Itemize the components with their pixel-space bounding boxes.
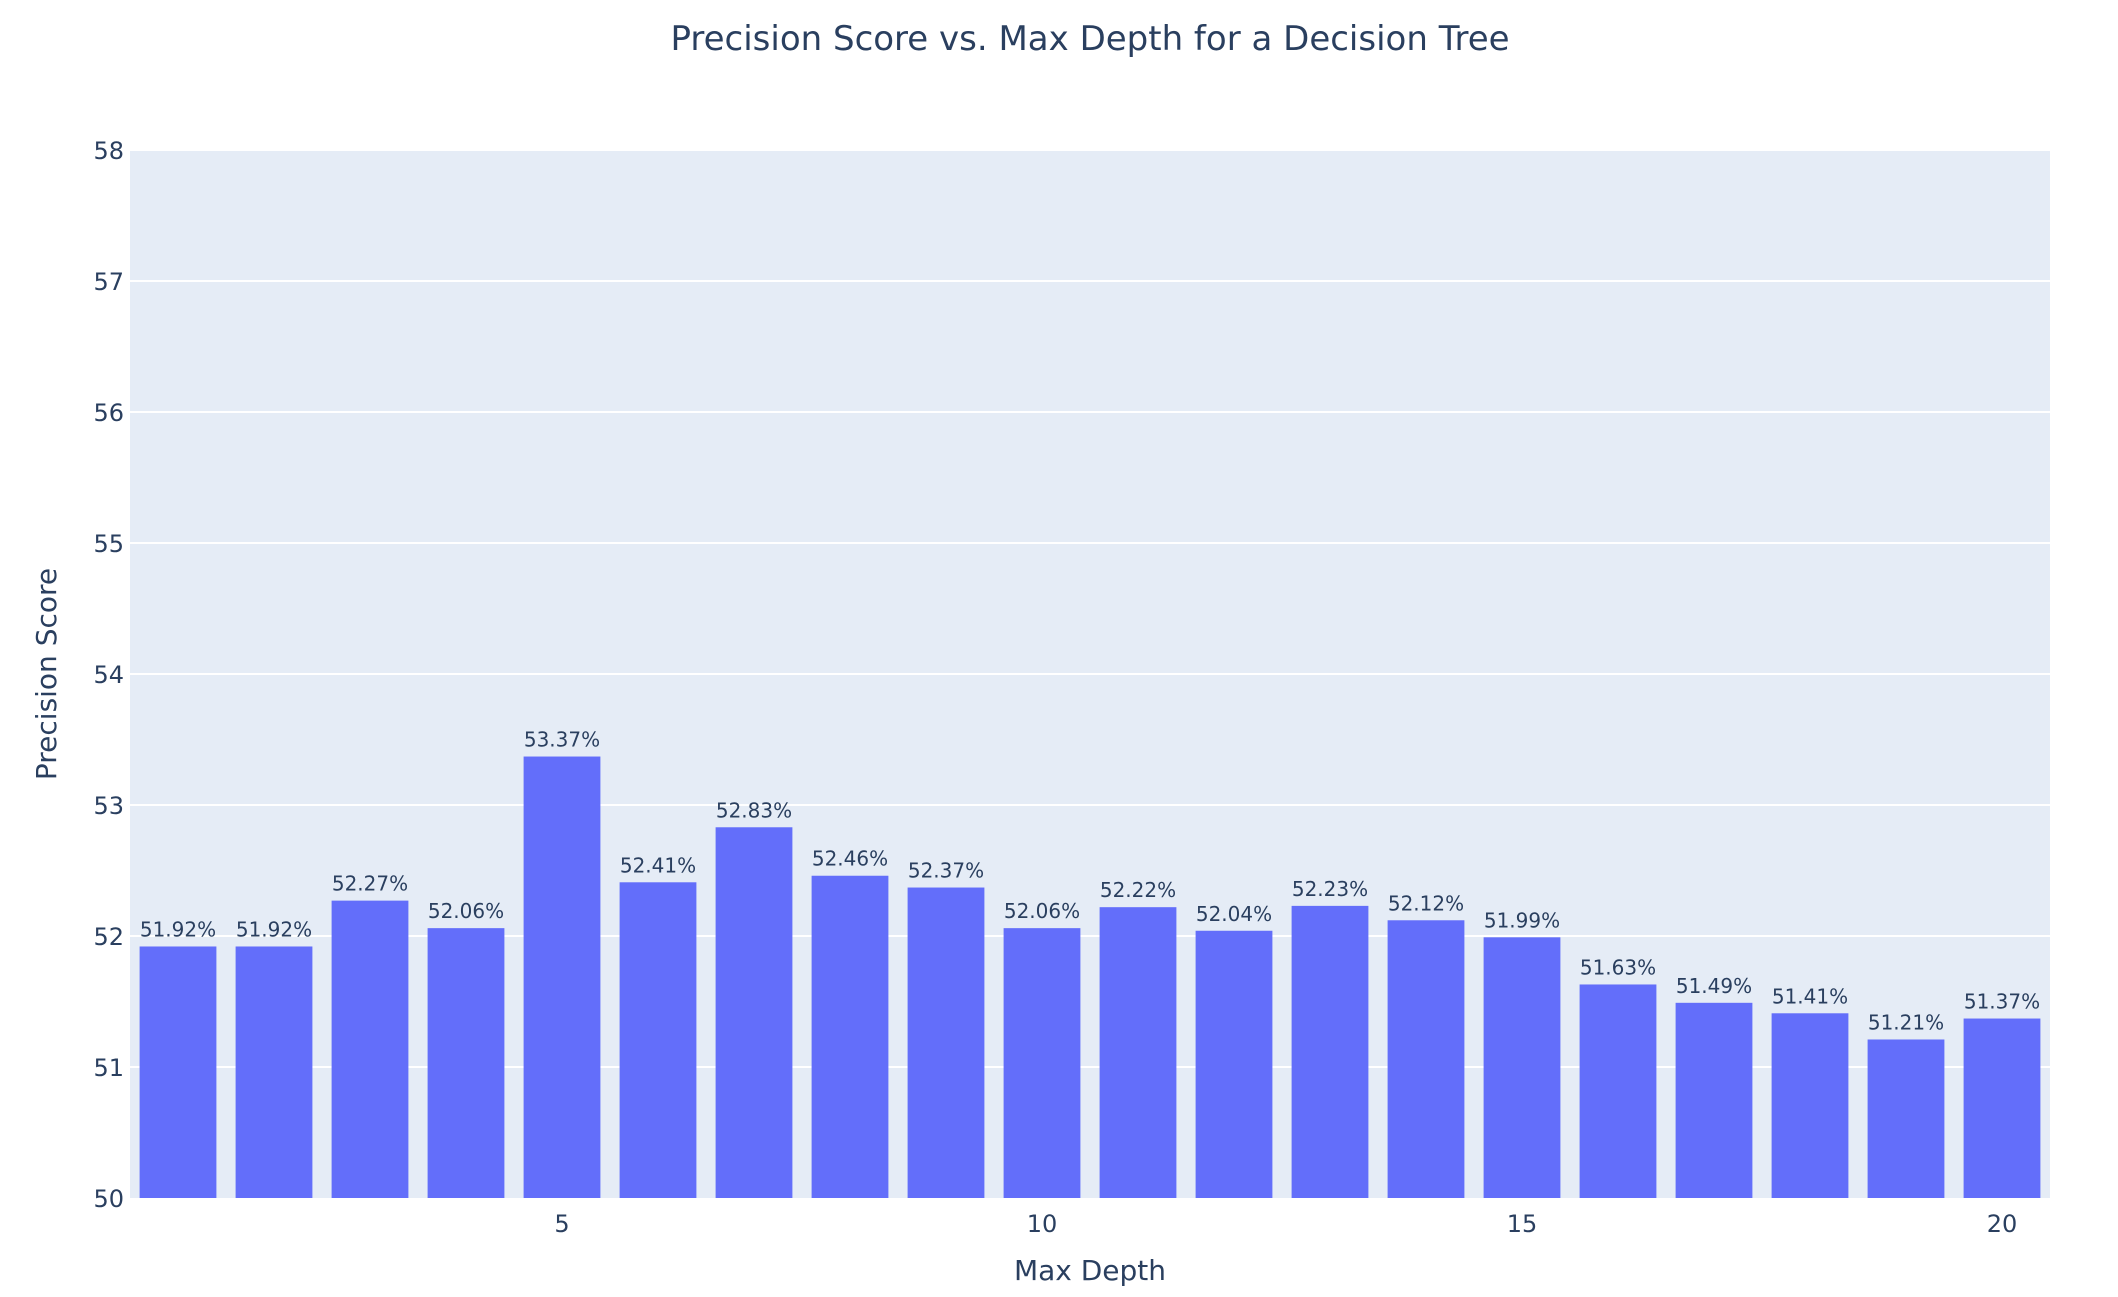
bar-value-label: 51.92% [140, 917, 216, 941]
bar-depth-14 [1387, 920, 1465, 1198]
y-tick-label: 56 [93, 399, 124, 427]
bar-value-label: 52.41% [620, 853, 696, 877]
x-axis-title: Max Depth [1014, 1254, 1166, 1287]
bar-value-label: 52.37% [908, 859, 984, 883]
bar-depth-18 [1771, 1013, 1849, 1198]
bar-value-label: 51.41% [1772, 984, 1848, 1008]
bar-depth-19 [1867, 1039, 1945, 1198]
bar-depth-12 [1195, 930, 1273, 1198]
y-tick-label: 58 [93, 137, 124, 165]
bar-value-label: 51.63% [1580, 955, 1656, 979]
data-labels: 51.92% 51.92% 52.27% 52.06% 53.37% 52.41% 52.8… [140, 728, 2040, 1035]
bar-value-label: 51.37% [1964, 990, 2040, 1014]
y-tick-label: 55 [93, 530, 124, 558]
bar-depth-6 [619, 882, 697, 1198]
bar-value-label: 52.46% [812, 847, 888, 871]
bar-value-label: 51.99% [1484, 908, 1560, 932]
y-axis-title: Precision Score [30, 568, 63, 780]
bar-depth-20 [1963, 1018, 2041, 1198]
y-tick-label: 50 [93, 1185, 124, 1213]
bar-depth-11 [1099, 907, 1177, 1198]
chart-title: Precision Score vs. Max Depth for a Deci… [670, 19, 1509, 59]
bar-value-label: 52.83% [716, 798, 792, 822]
bar-value-label: 52.04% [1196, 902, 1272, 926]
bar-depth-4 [427, 928, 505, 1198]
bar-value-label: 51.92% [236, 917, 312, 941]
y-tick-label: 52 [93, 923, 124, 951]
bar-depth-17 [1675, 1002, 1753, 1198]
x-tick-label: 20 [1987, 1210, 2018, 1238]
bar-depth-7 [715, 827, 793, 1198]
bar-depth-1 [139, 946, 217, 1198]
x-axis-ticks: 5 10 15 20 [554, 1210, 2017, 1238]
bar-depth-15 [1483, 937, 1561, 1198]
bar-depth-16 [1579, 984, 1657, 1198]
y-tick-label: 57 [93, 268, 124, 296]
bar-value-label: 52.22% [1100, 878, 1176, 902]
bar-value-label: 52.12% [1388, 891, 1464, 915]
x-tick-label: 10 [1027, 1210, 1058, 1238]
x-tick-label: 15 [1507, 1210, 1538, 1238]
bar-value-label: 53.37% [524, 728, 600, 752]
bar-depth-3 [331, 900, 409, 1198]
bar-depth-8 [811, 875, 889, 1198]
x-tick-label: 5 [554, 1210, 569, 1238]
bar-value-label: 52.06% [428, 899, 504, 923]
y-tick-label: 53 [93, 792, 124, 820]
bar-value-label: 51.21% [1868, 1010, 1944, 1034]
bar-depth-10 [1003, 928, 1081, 1198]
y-tick-label: 51 [93, 1054, 124, 1082]
bar-depth-9 [907, 887, 985, 1198]
bars [139, 756, 2041, 1198]
bar-depth-5 [523, 756, 601, 1198]
y-axis-ticks: 50 51 52 53 54 55 56 57 58 [93, 137, 124, 1213]
bar-value-label: 52.06% [1004, 899, 1080, 923]
bar-value-label: 51.49% [1676, 974, 1752, 998]
bar-value-label: 52.23% [1292, 877, 1368, 901]
bar-value-label: 52.27% [332, 872, 408, 896]
bar-depth-2 [235, 946, 313, 1198]
bar-depth-13 [1291, 905, 1369, 1198]
y-tick-label: 54 [93, 661, 124, 689]
